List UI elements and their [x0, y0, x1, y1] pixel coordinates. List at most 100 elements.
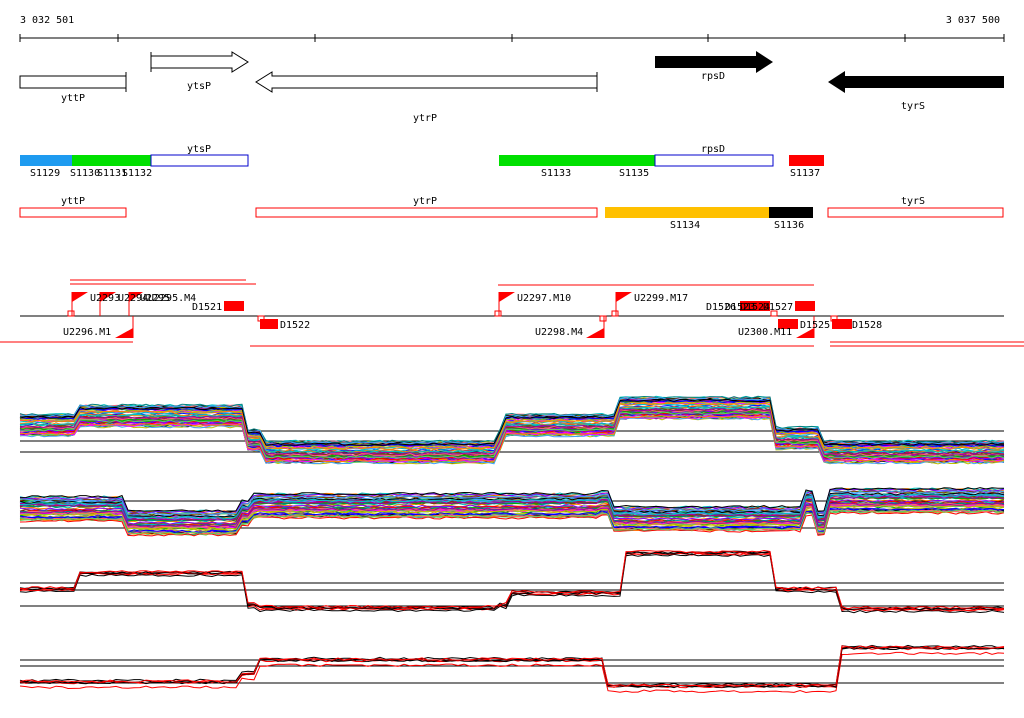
feature-label: U2297.M10: [517, 293, 571, 304]
promoter-flag-icon[interactable]: [100, 292, 116, 302]
feature-label: U2300.M11: [738, 327, 792, 338]
expression-panel-1: [19, 395, 1005, 465]
terminator-flag-icon[interactable]: [586, 328, 604, 338]
profile-line: [19, 507, 1005, 533]
gene-ytsP[interactable]: ytsP: [150, 51, 249, 92]
segment-label: S1133: [541, 168, 571, 179]
feature-label: D1523: [725, 302, 755, 313]
feature-label: U2294: [118, 293, 148, 304]
feature-D1525[interactable]: [778, 319, 798, 329]
feature-D1528[interactable]: [832, 319, 852, 329]
profile-line: [19, 645, 1005, 687]
segment-label: S1129: [30, 168, 60, 179]
profile-line: [19, 402, 1005, 451]
profile-line: [19, 488, 1005, 514]
feature-label: U2296.M1: [63, 327, 111, 338]
segment-S1133-S1135[interactable]: [499, 155, 655, 166]
segment-gene-label: ytrP: [413, 196, 437, 207]
gene-label: yttP: [61, 93, 85, 104]
coordinate-ruler: 3 032 501 3 037 500: [19, 15, 1005, 42]
expression-panel-3: [19, 549, 1005, 614]
feature-label: D1526: [706, 302, 736, 313]
profile-line: [19, 651, 1005, 694]
segment-S1129[interactable]: [20, 155, 72, 166]
profile-line: [19, 509, 1005, 535]
segment-S1130-S1132[interactable]: [72, 155, 151, 166]
profile-line: [19, 511, 1005, 537]
gene-track: yttP ytsP ytrP rpsD tyrS: [19, 51, 1004, 124]
segment-gene-ytrP: [255, 207, 598, 218]
profile-line: [19, 551, 1005, 612]
feature-label: U2295: [140, 293, 170, 304]
feature-D1527[interactable]: [795, 301, 815, 311]
profile-line: [19, 398, 1005, 447]
expression-panel-4: [19, 644, 1005, 694]
feature-label: D1521: [192, 302, 222, 313]
segment-track-1: ytsP rpsD S1129 S1130 S1131 S1132 S1133 …: [20, 144, 824, 179]
ruler-start-label: 3 032 501: [20, 15, 74, 26]
promoter-flag-icon[interactable]: [616, 292, 632, 302]
feature-D1521[interactable]: [224, 301, 244, 311]
segment-track-2: yttP ytrP tyrS S1134 S1136: [19, 196, 1004, 231]
profile-line: [19, 549, 1005, 610]
profile-line: [19, 405, 1005, 454]
segment-label: S1130: [70, 168, 100, 179]
segment-gene-ytsP: [150, 154, 249, 167]
profile-line: [19, 493, 1005, 520]
segment-label: S1134: [670, 220, 700, 231]
feature-label: D1528: [852, 320, 882, 331]
profile-line: [19, 401, 1005, 449]
profile-line: [19, 550, 1005, 611]
segment-gene-rpsD: [654, 154, 774, 167]
profile-line: [19, 414, 1005, 463]
profile-line: [19, 502, 1005, 529]
promoter-flag-icon[interactable]: [499, 292, 515, 302]
terminator-flag-icon[interactable]: [796, 328, 814, 338]
profile-line: [19, 411, 1005, 459]
expression-panel-2: [19, 487, 1005, 537]
feature-track: U2293 U2294 U2295 U2295.M4 U2297.M10 U22…: [0, 279, 1024, 347]
segment-S1136[interactable]: [769, 207, 813, 218]
profile-line: [19, 496, 1005, 522]
segment-gene-label: tyrS: [901, 196, 925, 207]
profile-line: [19, 407, 1004, 456]
promoter-flag-icon[interactable]: [129, 292, 143, 302]
profile-line: [19, 492, 1005, 518]
gene-yttP[interactable]: yttP: [19, 72, 127, 104]
profile-line: [19, 499, 1005, 525]
segment-gene-label: ytsP: [187, 144, 211, 155]
profile-line: [19, 551, 1005, 611]
gene-label: tyrS: [901, 101, 925, 112]
feature-label: U2298.M4: [535, 327, 583, 338]
feature-D1522[interactable]: [260, 319, 278, 329]
segment-label: S1136: [774, 220, 804, 231]
profile-line: [19, 552, 1005, 612]
ruler-end-label: 3 037 500: [946, 15, 1000, 26]
promoter-flag-icon[interactable]: [72, 292, 88, 302]
segment-gene-label: rpsD: [701, 144, 725, 155]
segment-gene-tyrS: [827, 207, 1004, 218]
profile-line: [19, 395, 1005, 444]
gene-tyrS[interactable]: tyrS: [828, 71, 1004, 112]
feature-label: U2295.M4: [148, 293, 196, 304]
feature-D1526[interactable]: [740, 301, 770, 311]
gene-label: rpsD: [701, 71, 725, 82]
feature-label: U2293: [90, 293, 120, 304]
gene-rpsD[interactable]: rpsD: [655, 51, 773, 82]
segment-label: S1132: [122, 168, 152, 179]
segment-label: S1137: [790, 168, 820, 179]
profile-line: [19, 487, 1004, 513]
profile-line: [19, 490, 1005, 516]
feature-label: D1524: [740, 302, 770, 313]
gene-ytrP[interactable]: ytrP: [255, 71, 598, 124]
terminator-flag-icon[interactable]: [115, 328, 133, 338]
segment-gene-yttP: [19, 207, 127, 218]
gene-label: ytrP: [413, 113, 437, 124]
feature-label: D1522: [280, 320, 310, 331]
segment-S1134[interactable]: [605, 207, 769, 218]
segment-S1137[interactable]: [789, 155, 824, 166]
feature-label: D1525: [800, 320, 830, 331]
feature-label: U2299.M17: [634, 293, 688, 304]
